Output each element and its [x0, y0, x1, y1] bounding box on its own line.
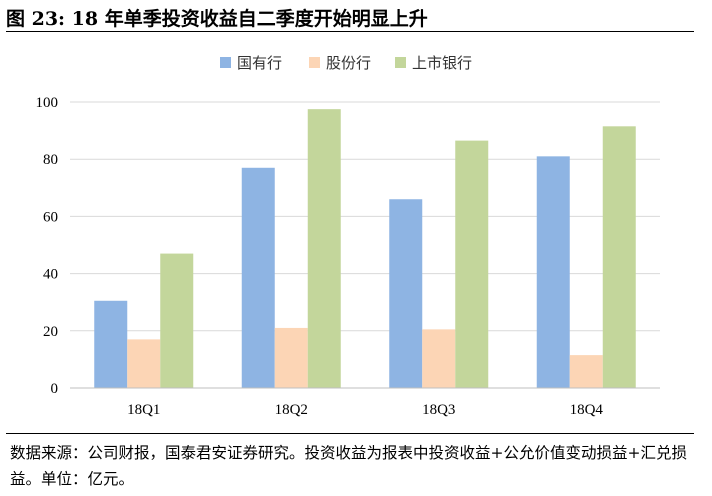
bar-chart: 0 20 40 60 80 100 18Q1 18Q2 18Q3 18Q4 国有行 股份行 上市银行: [36, 54, 660, 418]
legend: 国有行 股份行 上市银行: [220, 54, 472, 72]
bar-18Q1-0: [94, 300, 128, 388]
y-tick-label: 60: [43, 209, 58, 225]
x-tick-label: 18Q1: [127, 402, 160, 418]
bar-18Q4-0: [536, 156, 570, 388]
legend-label: 上市银行: [412, 54, 472, 72]
bars: [94, 109, 636, 389]
source-note: 数据来源：公司财报，国泰君安证券研究。投资收益为报表中投资收益+公允价值变动损益…: [10, 444, 687, 488]
x-tick-label: 18Q2: [275, 402, 308, 418]
x-tick-label: 18Q3: [422, 402, 455, 418]
legend-label: 国有行: [237, 54, 282, 72]
bar-18Q2-2: [307, 109, 341, 389]
bar-18Q3-2: [455, 140, 489, 388]
gridlines: [70, 101, 660, 332]
bar-18Q1-1: [127, 339, 161, 388]
legend-swatch: [395, 57, 406, 68]
bar-18Q3-1: [422, 329, 456, 388]
bar-18Q4-1: [569, 355, 603, 388]
y-tick-label: 0: [51, 381, 59, 397]
legend-label: 股份行: [326, 54, 371, 72]
title-rule: [6, 31, 694, 32]
bar-18Q3-0: [389, 199, 423, 388]
figure-title: 图 23: 18 年单季投资收益自二季度开始明显上升: [6, 8, 428, 30]
y-tick-label: 40: [43, 267, 58, 283]
source-rule: [6, 433, 694, 434]
bar-18Q4-2: [602, 126, 636, 388]
legend-swatch: [309, 57, 320, 68]
axes: 0 20 40 60 80 100 18Q1 18Q2 18Q3 18Q4: [36, 95, 660, 418]
bar-18Q1-2: [160, 253, 194, 388]
legend-swatch: [220, 57, 231, 68]
bar-18Q2-0: [241, 167, 275, 388]
y-tick-label: 80: [43, 152, 58, 168]
y-tick-label: 20: [43, 324, 58, 340]
x-tick-label: 18Q4: [570, 402, 604, 418]
bar-18Q2-1: [274, 327, 308, 388]
y-tick-label: 100: [36, 95, 59, 111]
